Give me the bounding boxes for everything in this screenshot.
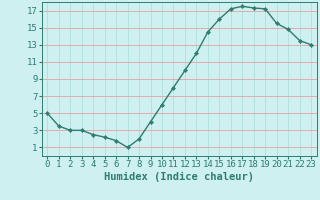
X-axis label: Humidex (Indice chaleur): Humidex (Indice chaleur): [104, 172, 254, 182]
